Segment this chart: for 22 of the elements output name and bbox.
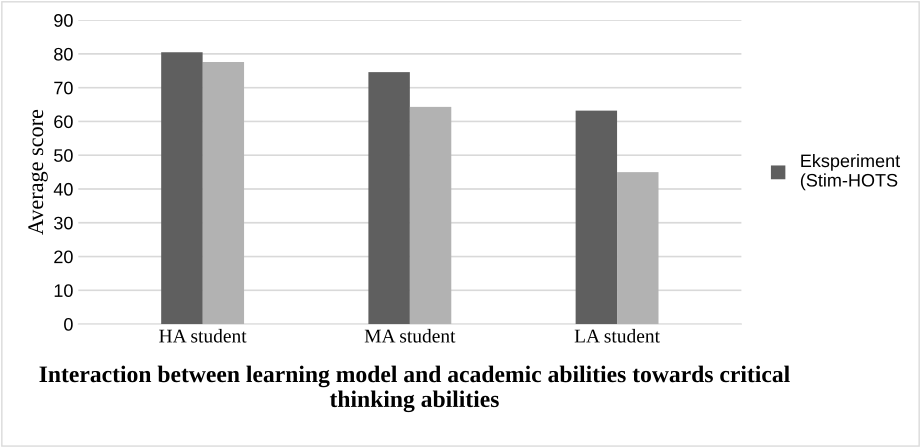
y-tick-label: 50 <box>54 149 73 162</box>
bar <box>617 172 659 324</box>
text: Interaction between learning model and academic abilities towards critical thinking abilities <box>39 366 790 412</box>
x-tick-label: MA student <box>364 328 456 343</box>
bar <box>410 106 452 324</box>
x-tick-label: HA student <box>159 328 247 343</box>
y-tick-label: 10 <box>54 284 73 298</box>
y-tick-label: 70 <box>54 82 73 94</box>
legend-label: Eksperiment (Stim-HOTS <box>800 154 900 190</box>
y-tick-label: 40 <box>54 182 73 196</box>
y-tick-label: 30 <box>54 216 73 230</box>
y-tick-label: 20 <box>54 250 73 264</box>
bar <box>202 62 244 324</box>
y-tick-label: 80 <box>54 48 73 61</box>
bar <box>576 110 618 324</box>
y-axis-title: Average score <box>28 110 48 235</box>
bar <box>161 52 203 324</box>
y-tick-label: 0 <box>64 318 73 331</box>
y-tick-label: 60 <box>54 115 73 128</box>
x-tick-label: LA student <box>574 328 660 343</box>
bar <box>368 72 410 324</box>
y-tick-label: 90 <box>54 14 73 27</box>
